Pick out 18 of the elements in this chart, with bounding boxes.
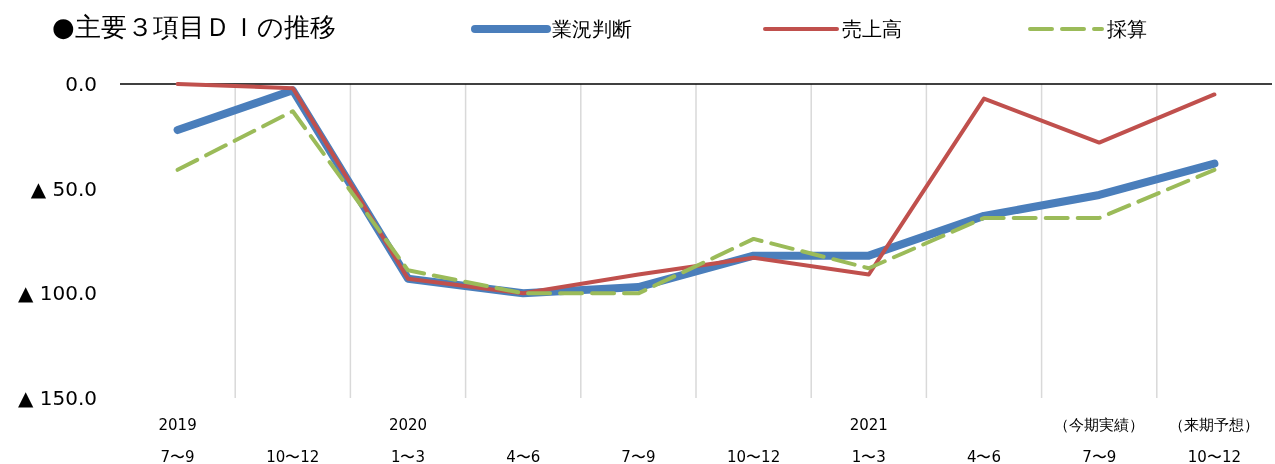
legend-label: 採算	[1107, 17, 1147, 41]
x-tick-label: 10〜12	[266, 448, 320, 464]
x-tick-label: 4〜6	[966, 448, 1002, 464]
x-tick-label: （来期予想） 10〜12	[1169, 416, 1260, 464]
y-tick-label: ▲ 100.0	[18, 281, 97, 306]
y-tick-label: ▲ 150.0	[18, 386, 97, 410]
legend-label: 売上高	[842, 17, 902, 41]
chart-title: ●主要３項目ＤＩの推移	[52, 12, 336, 42]
y-tick-label: 0.0	[65, 72, 97, 96]
x-tick-label: 2019 7〜9	[158, 416, 197, 464]
x-tick-label: 7〜9	[621, 448, 656, 464]
x-tick-label: 4〜6	[506, 448, 541, 464]
x-tick-label: 10〜12	[727, 448, 781, 464]
y-tick-label: ▲ 50.0	[30, 176, 97, 201]
x-tick-label: （今期実績） 7〜9	[1054, 416, 1145, 464]
x-tick-label: 2020 1〜3	[388, 416, 428, 464]
x-tick-label: 2021 1〜3	[849, 416, 888, 464]
legend-label: 業況判断	[552, 17, 632, 41]
